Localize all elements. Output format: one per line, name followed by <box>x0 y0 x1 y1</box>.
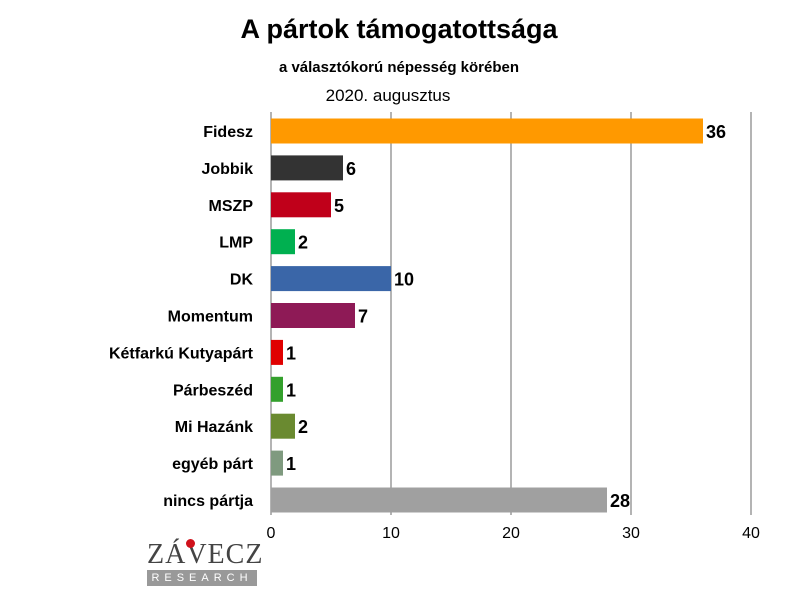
category-label: Kétfarkú Kutyapárt <box>109 345 254 362</box>
x-tick-label: 30 <box>622 525 640 542</box>
x-tick-label: 0 <box>267 525 276 542</box>
chart-title: A pártok támogatottsága <box>240 14 558 44</box>
data-label: 2 <box>298 417 308 437</box>
category-label: Jobbik <box>201 161 253 178</box>
category-label: Párbeszéd <box>173 382 253 399</box>
category-label: MSZP <box>209 198 254 215</box>
data-label: 28 <box>610 491 630 511</box>
logo-dot-icon <box>186 539 195 548</box>
data-label: 2 <box>298 233 308 253</box>
category-label: Fidesz <box>203 124 253 141</box>
data-label: 6 <box>346 159 356 179</box>
category-label: LMP <box>219 235 253 252</box>
data-label: 1 <box>286 380 296 400</box>
bar <box>271 266 391 292</box>
bar <box>271 192 331 218</box>
data-label: 5 <box>334 196 344 216</box>
data-label: 10 <box>394 270 414 290</box>
bar <box>271 413 295 439</box>
bar <box>271 118 703 144</box>
x-tick-label: 40 <box>742 525 760 542</box>
data-label: 1 <box>286 343 296 363</box>
category-label: DK <box>230 272 254 289</box>
bar <box>271 303 355 328</box>
bar <box>271 487 607 513</box>
chart-date: 2020. augusztus <box>325 86 451 105</box>
category-label: nincs pártja <box>163 493 253 510</box>
x-tick-label: 20 <box>502 525 520 542</box>
category-label: Mi Hazánk <box>175 419 253 436</box>
zavecz-logo: ZÁVECZ RESEARCH <box>147 539 264 586</box>
x-tick-label: 10 <box>382 525 400 542</box>
bar <box>271 155 343 181</box>
chart-subtitle: a választókorú népesség körében <box>278 59 520 76</box>
data-label: 7 <box>358 307 368 327</box>
bar <box>271 376 283 402</box>
category-label: Momentum <box>168 309 253 326</box>
data-label: 1 <box>286 454 296 474</box>
bar <box>271 339 283 365</box>
data-label: 36 <box>706 122 726 142</box>
bar <box>271 229 295 255</box>
category-label: egyéb párt <box>172 456 254 473</box>
bar <box>271 450 283 476</box>
